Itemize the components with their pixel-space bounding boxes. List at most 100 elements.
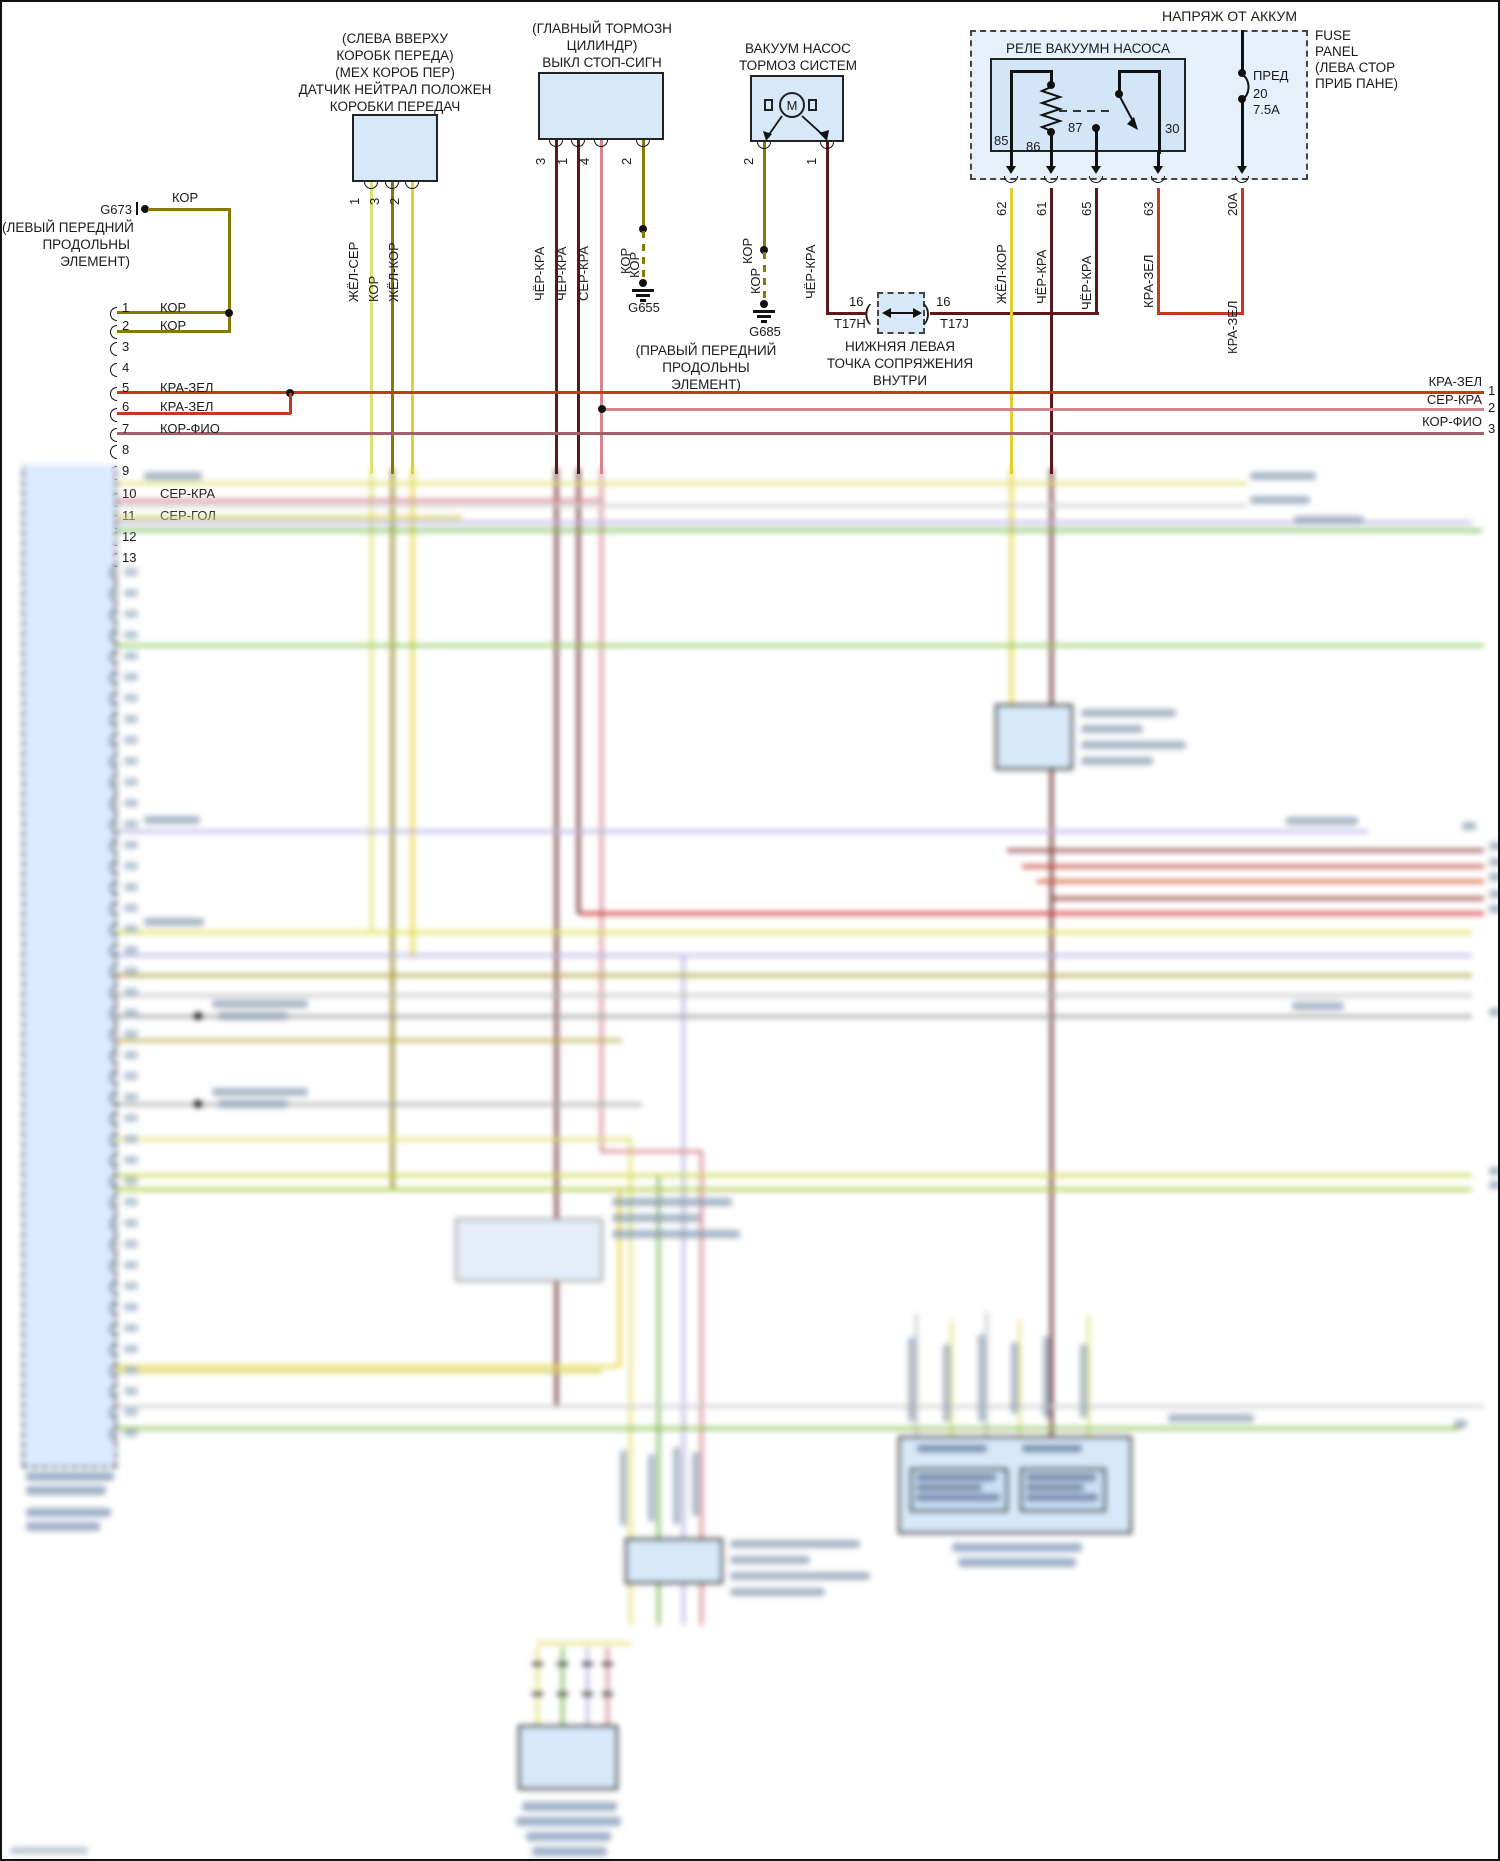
wire <box>117 521 1472 524</box>
wire <box>1050 152 1053 168</box>
wire <box>117 1174 1472 1177</box>
connector-arc <box>110 1406 117 1420</box>
wire <box>117 311 229 314</box>
blurred-text <box>730 1572 870 1580</box>
arrowhead <box>1153 166 1163 174</box>
blurred-text <box>522 1802 617 1811</box>
blurred-splice-mark <box>557 1692 568 1696</box>
connector-arc <box>110 650 117 664</box>
wire <box>826 142 829 315</box>
connector-arc <box>110 923 117 937</box>
vacuum-pump-caption: ВАКУУМ НАСОС ТОРМОЗ СИСТЕМ <box>739 41 857 73</box>
blurred-text <box>526 1832 611 1841</box>
connector-arc <box>110 965 117 979</box>
blurred-text <box>958 1558 1076 1567</box>
wire <box>1010 468 1013 708</box>
blurred-text <box>124 1114 138 1122</box>
wire-kor-g673 <box>148 208 230 211</box>
connector-arc <box>110 1364 117 1378</box>
connector-arc <box>110 818 117 832</box>
wire <box>682 1583 685 1625</box>
blurred-text <box>1081 709 1176 717</box>
fuse-panel-caption: FUSE PANEL (ЛЕВА СТОР ПРИБ ПАНЕ) <box>1315 28 1398 91</box>
stop-switch-caption: (ГЛАВНЫЙ ТОРМОЗН ЦИЛИНДР) ВЫКЛ СТОП-СИГН <box>532 21 672 70</box>
pin-wire-label: КОР <box>160 300 187 315</box>
junction-dot <box>760 300 768 308</box>
blurred-text <box>1489 842 1498 850</box>
t17-bracket-right: ) <box>923 300 931 325</box>
connector-arc <box>110 1259 117 1273</box>
wire <box>1095 188 1098 315</box>
wire <box>1007 849 1484 852</box>
connector-arc <box>110 1217 117 1231</box>
wire <box>536 1642 631 1645</box>
blurred-text <box>124 1198 138 1206</box>
wire <box>117 1365 619 1368</box>
wire <box>629 1583 632 1625</box>
wire <box>117 931 1472 934</box>
connector-arc <box>110 1238 117 1252</box>
motor-icon: M <box>779 92 805 118</box>
wire <box>536 1648 539 1728</box>
blurred-text <box>1489 890 1498 898</box>
blurred-text <box>124 1261 138 1269</box>
pin-wire-label: КОР-ФИО <box>160 421 220 436</box>
wire <box>1050 130 1053 154</box>
wire <box>657 1174 660 1540</box>
blurred-text <box>144 816 200 824</box>
blurred-splice-mark <box>602 1692 613 1696</box>
connector-arc <box>110 1343 117 1357</box>
blurred-text <box>124 1240 138 1248</box>
wire <box>289 393 292 414</box>
wire <box>1118 70 1160 73</box>
wire <box>1095 152 1098 168</box>
blurred-text <box>124 1093 138 1101</box>
pin-wire-label: КРА-ЗЕЛ <box>160 399 214 414</box>
connector-arc <box>110 428 117 442</box>
wire <box>117 1103 642 1106</box>
blurred-vertical-label <box>908 1337 915 1422</box>
ground-symbol-g685 <box>753 310 775 313</box>
wire <box>117 1039 622 1042</box>
blurred-component-box <box>995 704 1073 770</box>
wire <box>370 468 373 933</box>
wire-label-kor: КОР <box>172 190 199 205</box>
connector-arc <box>110 342 117 356</box>
wire-kor-fio-circuit3 <box>117 432 1484 435</box>
ground-id-g685: G685 <box>749 324 781 339</box>
blurred-text <box>1489 905 1498 913</box>
pin-number: 8 <box>122 442 130 457</box>
wire <box>1037 880 1484 883</box>
connector-arc <box>110 755 117 769</box>
wire <box>117 412 291 415</box>
motor-brush-right <box>808 99 817 111</box>
stop-switch-box <box>538 72 664 140</box>
relay-pin87: 87 <box>1068 120 1083 135</box>
connector-arc <box>110 1280 117 1294</box>
connector-arc <box>110 608 117 622</box>
blurred-text <box>1250 496 1310 504</box>
connector-arc <box>110 566 117 580</box>
wire <box>1050 468 1053 708</box>
blurred-splice-mark <box>582 1662 593 1666</box>
relay-pin86: 86 <box>1026 139 1041 154</box>
ground-id-g673: G673 <box>100 202 132 217</box>
connector-arc <box>110 629 117 643</box>
blurred-vertical-label <box>1080 1344 1087 1418</box>
wire <box>1095 128 1098 154</box>
blurred-text <box>1454 1420 1467 1428</box>
ground-symbol-g655 <box>632 289 654 292</box>
blurred-text <box>124 673 138 681</box>
relay-box <box>990 58 1186 152</box>
pin-number: 13 <box>122 550 137 565</box>
junction-dot <box>760 246 768 254</box>
connector-arc <box>110 1091 117 1105</box>
wire <box>1022 865 1484 868</box>
blurred-text <box>124 1009 138 1017</box>
wire <box>600 140 603 474</box>
blurred-text <box>1294 516 1364 524</box>
blurred-text <box>124 1408 138 1416</box>
blurred-text <box>124 820 138 828</box>
t17-left-id: T17H <box>834 316 866 331</box>
pin-number: 3 <box>122 339 130 354</box>
